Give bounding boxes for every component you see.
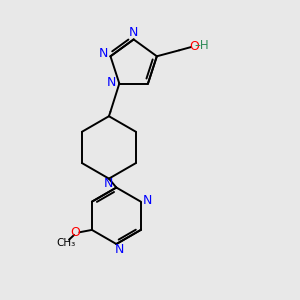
Text: –H: –H — [194, 39, 209, 52]
Text: CH₃: CH₃ — [56, 238, 76, 248]
Text: O: O — [189, 40, 199, 53]
Text: N: N — [115, 243, 124, 256]
Text: O: O — [70, 226, 80, 239]
Text: N: N — [107, 76, 117, 88]
Text: N: N — [104, 177, 114, 190]
Text: N: N — [128, 26, 138, 39]
Text: N: N — [143, 194, 152, 207]
Text: N: N — [99, 47, 109, 60]
